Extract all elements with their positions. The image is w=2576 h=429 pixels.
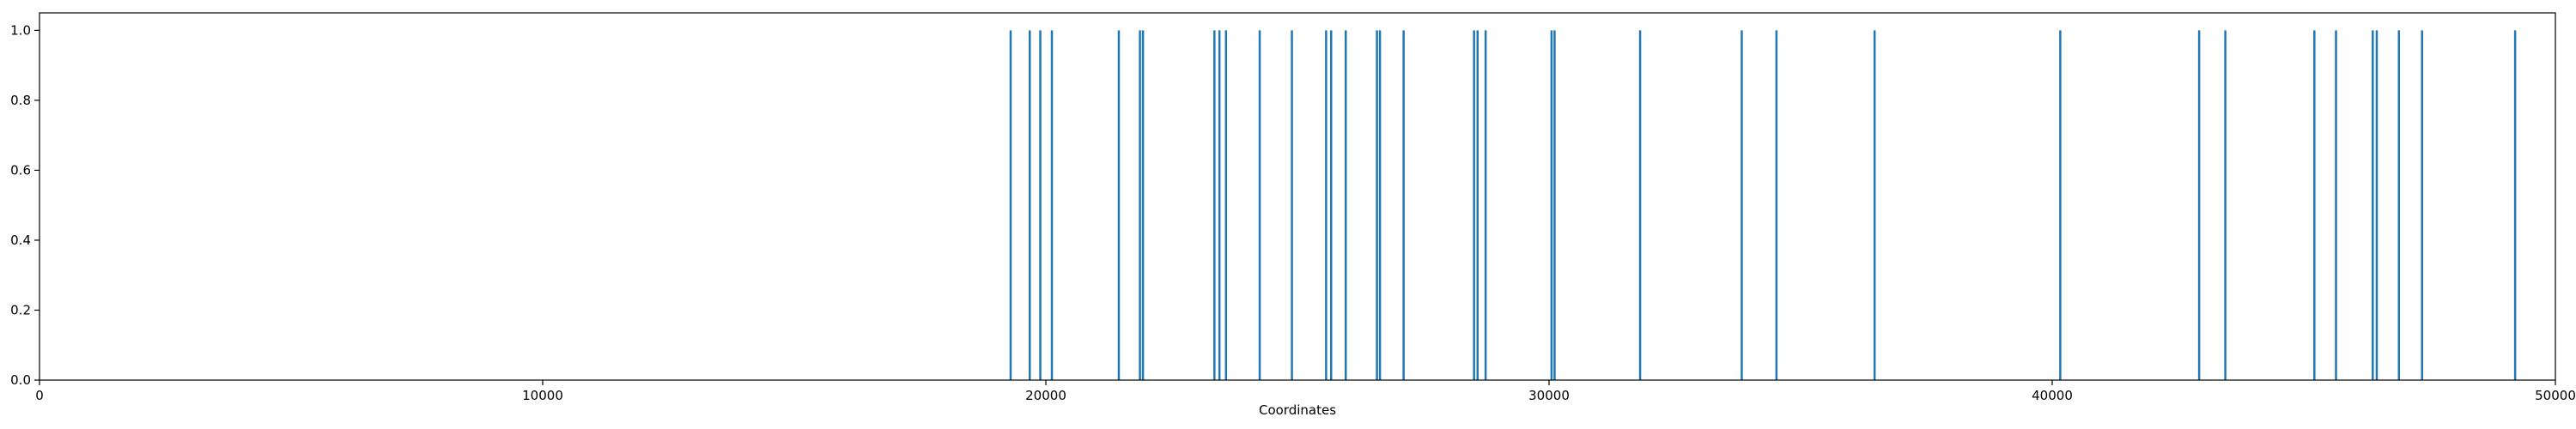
x-tick-label: 30000 [1528, 388, 1570, 403]
bar [1873, 30, 1876, 380]
bar [1775, 30, 1778, 380]
bar [1550, 30, 1553, 380]
bar [1402, 30, 1405, 380]
bar [1139, 30, 1141, 380]
plot-area [39, 13, 2555, 380]
y-tick-label: 1.0 [10, 22, 31, 38]
bar [1325, 30, 1327, 380]
x-tick-label: 20000 [1025, 388, 1066, 403]
y-tick-label: 0.8 [10, 93, 31, 108]
bar [1141, 30, 1145, 380]
bar [1376, 30, 1378, 380]
bar [2313, 30, 2316, 380]
bar [1638, 30, 1642, 380]
bar [2375, 30, 2379, 380]
bar [1009, 30, 1012, 380]
plot-frame [39, 12, 2556, 381]
y-tick-label: 0.4 [10, 233, 31, 248]
x-axis-label: Coordinates [1259, 402, 1336, 418]
bar [1345, 30, 1347, 380]
bar [2513, 30, 2517, 380]
x-tick-label: 50000 [2535, 388, 2576, 403]
x-tick-label: 10000 [522, 388, 563, 403]
bar [2397, 30, 2400, 380]
bar [2372, 30, 2374, 380]
bar [1484, 30, 1487, 380]
bar [1117, 30, 1121, 380]
bar [1029, 30, 1031, 380]
bar [2224, 30, 2227, 380]
bar [1476, 30, 1479, 380]
y-tick-label: 0.2 [10, 302, 31, 317]
x-tick-label: 0 [35, 388, 44, 403]
x-tick-label: 40000 [2032, 388, 2073, 403]
bar [1378, 30, 1382, 380]
bar [1330, 30, 1333, 380]
bar [1473, 30, 1475, 380]
bar [1218, 30, 1221, 380]
y-tick-label: 0.6 [10, 162, 31, 178]
bar [1258, 30, 1261, 380]
bar [1213, 30, 1216, 380]
bar [1291, 30, 1293, 380]
bar [1039, 30, 1042, 380]
bar [2421, 30, 2423, 380]
bar [1050, 30, 1054, 380]
y-tick-label: 0.0 [10, 372, 31, 388]
bars-layer [1009, 30, 2517, 380]
ticks-layer: 0 10000 20000 30000 40000 50000 0.0 0.2 0.4 0.6 0.… [10, 22, 2576, 403]
bar [2197, 30, 2201, 380]
bar [1553, 30, 1556, 380]
bar [2335, 30, 2337, 380]
bar [1741, 30, 1743, 380]
bar [1224, 30, 1228, 380]
bar [2059, 30, 2062, 380]
